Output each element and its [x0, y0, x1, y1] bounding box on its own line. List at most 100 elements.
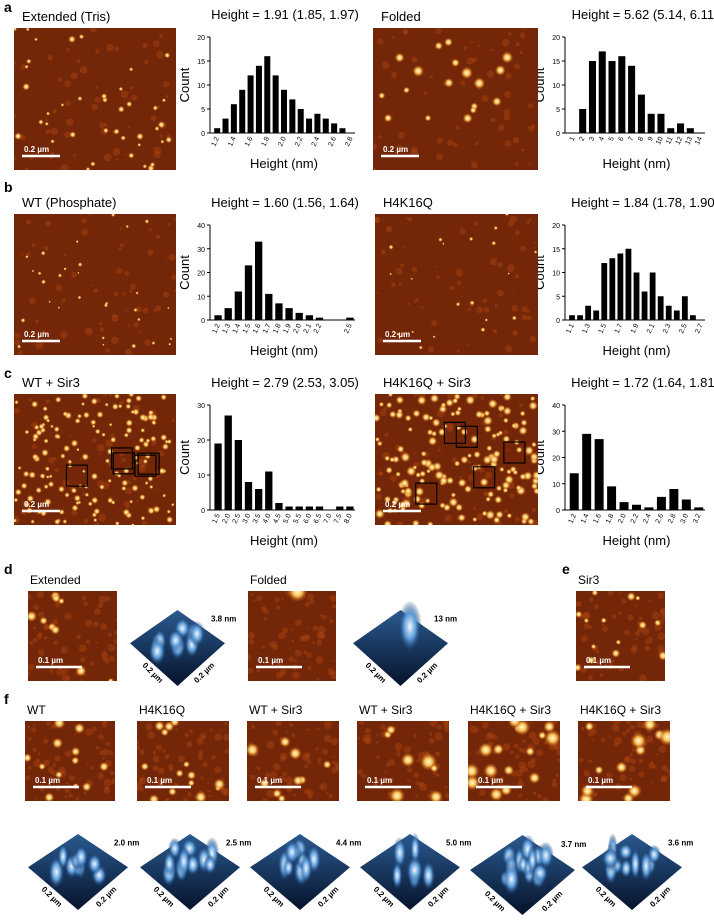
texture [303, 650, 308, 655]
texture [68, 793, 74, 798]
particle [76, 413, 83, 419]
particle [104, 458, 111, 464]
particle [104, 301, 109, 306]
texture [64, 795, 68, 799]
bar [289, 99, 296, 133]
texture [99, 327, 105, 332]
particle [50, 424, 54, 429]
texture [202, 736, 206, 740]
particle [84, 492, 90, 498]
texture [250, 593, 254, 597]
texture [155, 50, 164, 59]
y-tick-label: 30 [197, 247, 205, 254]
texture [34, 319, 39, 324]
x-tick-label: 3.2 [692, 513, 703, 525]
texture [335, 763, 339, 768]
y-tick-label: 10 [552, 271, 560, 278]
surface-plot: 2.5 nm0.2 µm 0.2 µm [140, 834, 251, 910]
particle [14, 399, 19, 405]
texture [460, 227, 463, 230]
texture [411, 56, 418, 63]
afm-image: 0.1 µm Sir3 [576, 573, 665, 681]
texture [83, 601, 89, 606]
texture [657, 632, 665, 641]
texture [132, 476, 137, 481]
particle [26, 494, 35, 503]
particle [48, 474, 53, 479]
y-tick-label: 20 [197, 438, 205, 445]
bar [598, 51, 606, 133]
particle [630, 732, 647, 750]
particle [146, 413, 155, 421]
bar [346, 317, 354, 320]
texture [152, 750, 157, 755]
particle [107, 677, 114, 681]
bar [222, 118, 229, 133]
particle [375, 413, 381, 423]
texture [163, 291, 169, 298]
particle [213, 778, 226, 791]
texture [112, 314, 116, 318]
bar [275, 303, 283, 320]
texture [395, 267, 403, 275]
texture [606, 772, 613, 779]
particle [529, 395, 536, 402]
x-tick-label: 11 [665, 136, 674, 146]
texture [272, 729, 279, 736]
particle [45, 475, 50, 479]
y-tick-label: 10 [197, 83, 205, 90]
texture [91, 726, 97, 732]
bar [657, 296, 664, 320]
texture [613, 721, 621, 725]
texture [305, 634, 310, 640]
texture [103, 122, 108, 127]
particle [399, 478, 410, 488]
texture [266, 789, 275, 798]
texture [129, 86, 134, 90]
x-tick-label: 6.5 [313, 513, 324, 525]
texture [378, 135, 383, 140]
particle [90, 419, 97, 426]
chart-title: Height = 5.62 (5.14, 6.11) [572, 7, 714, 22]
texture [315, 656, 324, 665]
texture [168, 254, 176, 261]
texture [331, 738, 339, 746]
particle [427, 436, 438, 446]
particle [33, 424, 40, 431]
particle [611, 648, 621, 658]
particle [154, 721, 165, 732]
particle [40, 250, 46, 256]
texture [137, 786, 140, 792]
particle [416, 395, 427, 406]
particle [412, 409, 421, 418]
bar [331, 123, 338, 133]
texture [90, 766, 94, 770]
texture [159, 134, 163, 138]
particle [445, 398, 454, 408]
texture [376, 755, 380, 760]
texture [275, 605, 281, 610]
particle [658, 650, 665, 661]
particle [492, 96, 502, 107]
texture [32, 626, 36, 630]
particle [164, 52, 171, 59]
particle [166, 509, 171, 514]
texture [184, 732, 190, 738]
texture [529, 335, 537, 343]
texture [173, 782, 178, 787]
texture [86, 763, 89, 766]
surface-peak [188, 620, 206, 647]
texture [415, 781, 421, 786]
particle [407, 426, 413, 433]
particle [502, 417, 509, 424]
texture [502, 39, 510, 47]
particle [429, 394, 440, 404]
particle [468, 763, 480, 780]
particle [142, 164, 148, 169]
texture [116, 157, 119, 161]
texture [171, 418, 175, 423]
texture [264, 772, 271, 779]
z-height-label: 5.0 nm [446, 838, 471, 847]
texture [312, 625, 319, 632]
texture [278, 631, 286, 640]
